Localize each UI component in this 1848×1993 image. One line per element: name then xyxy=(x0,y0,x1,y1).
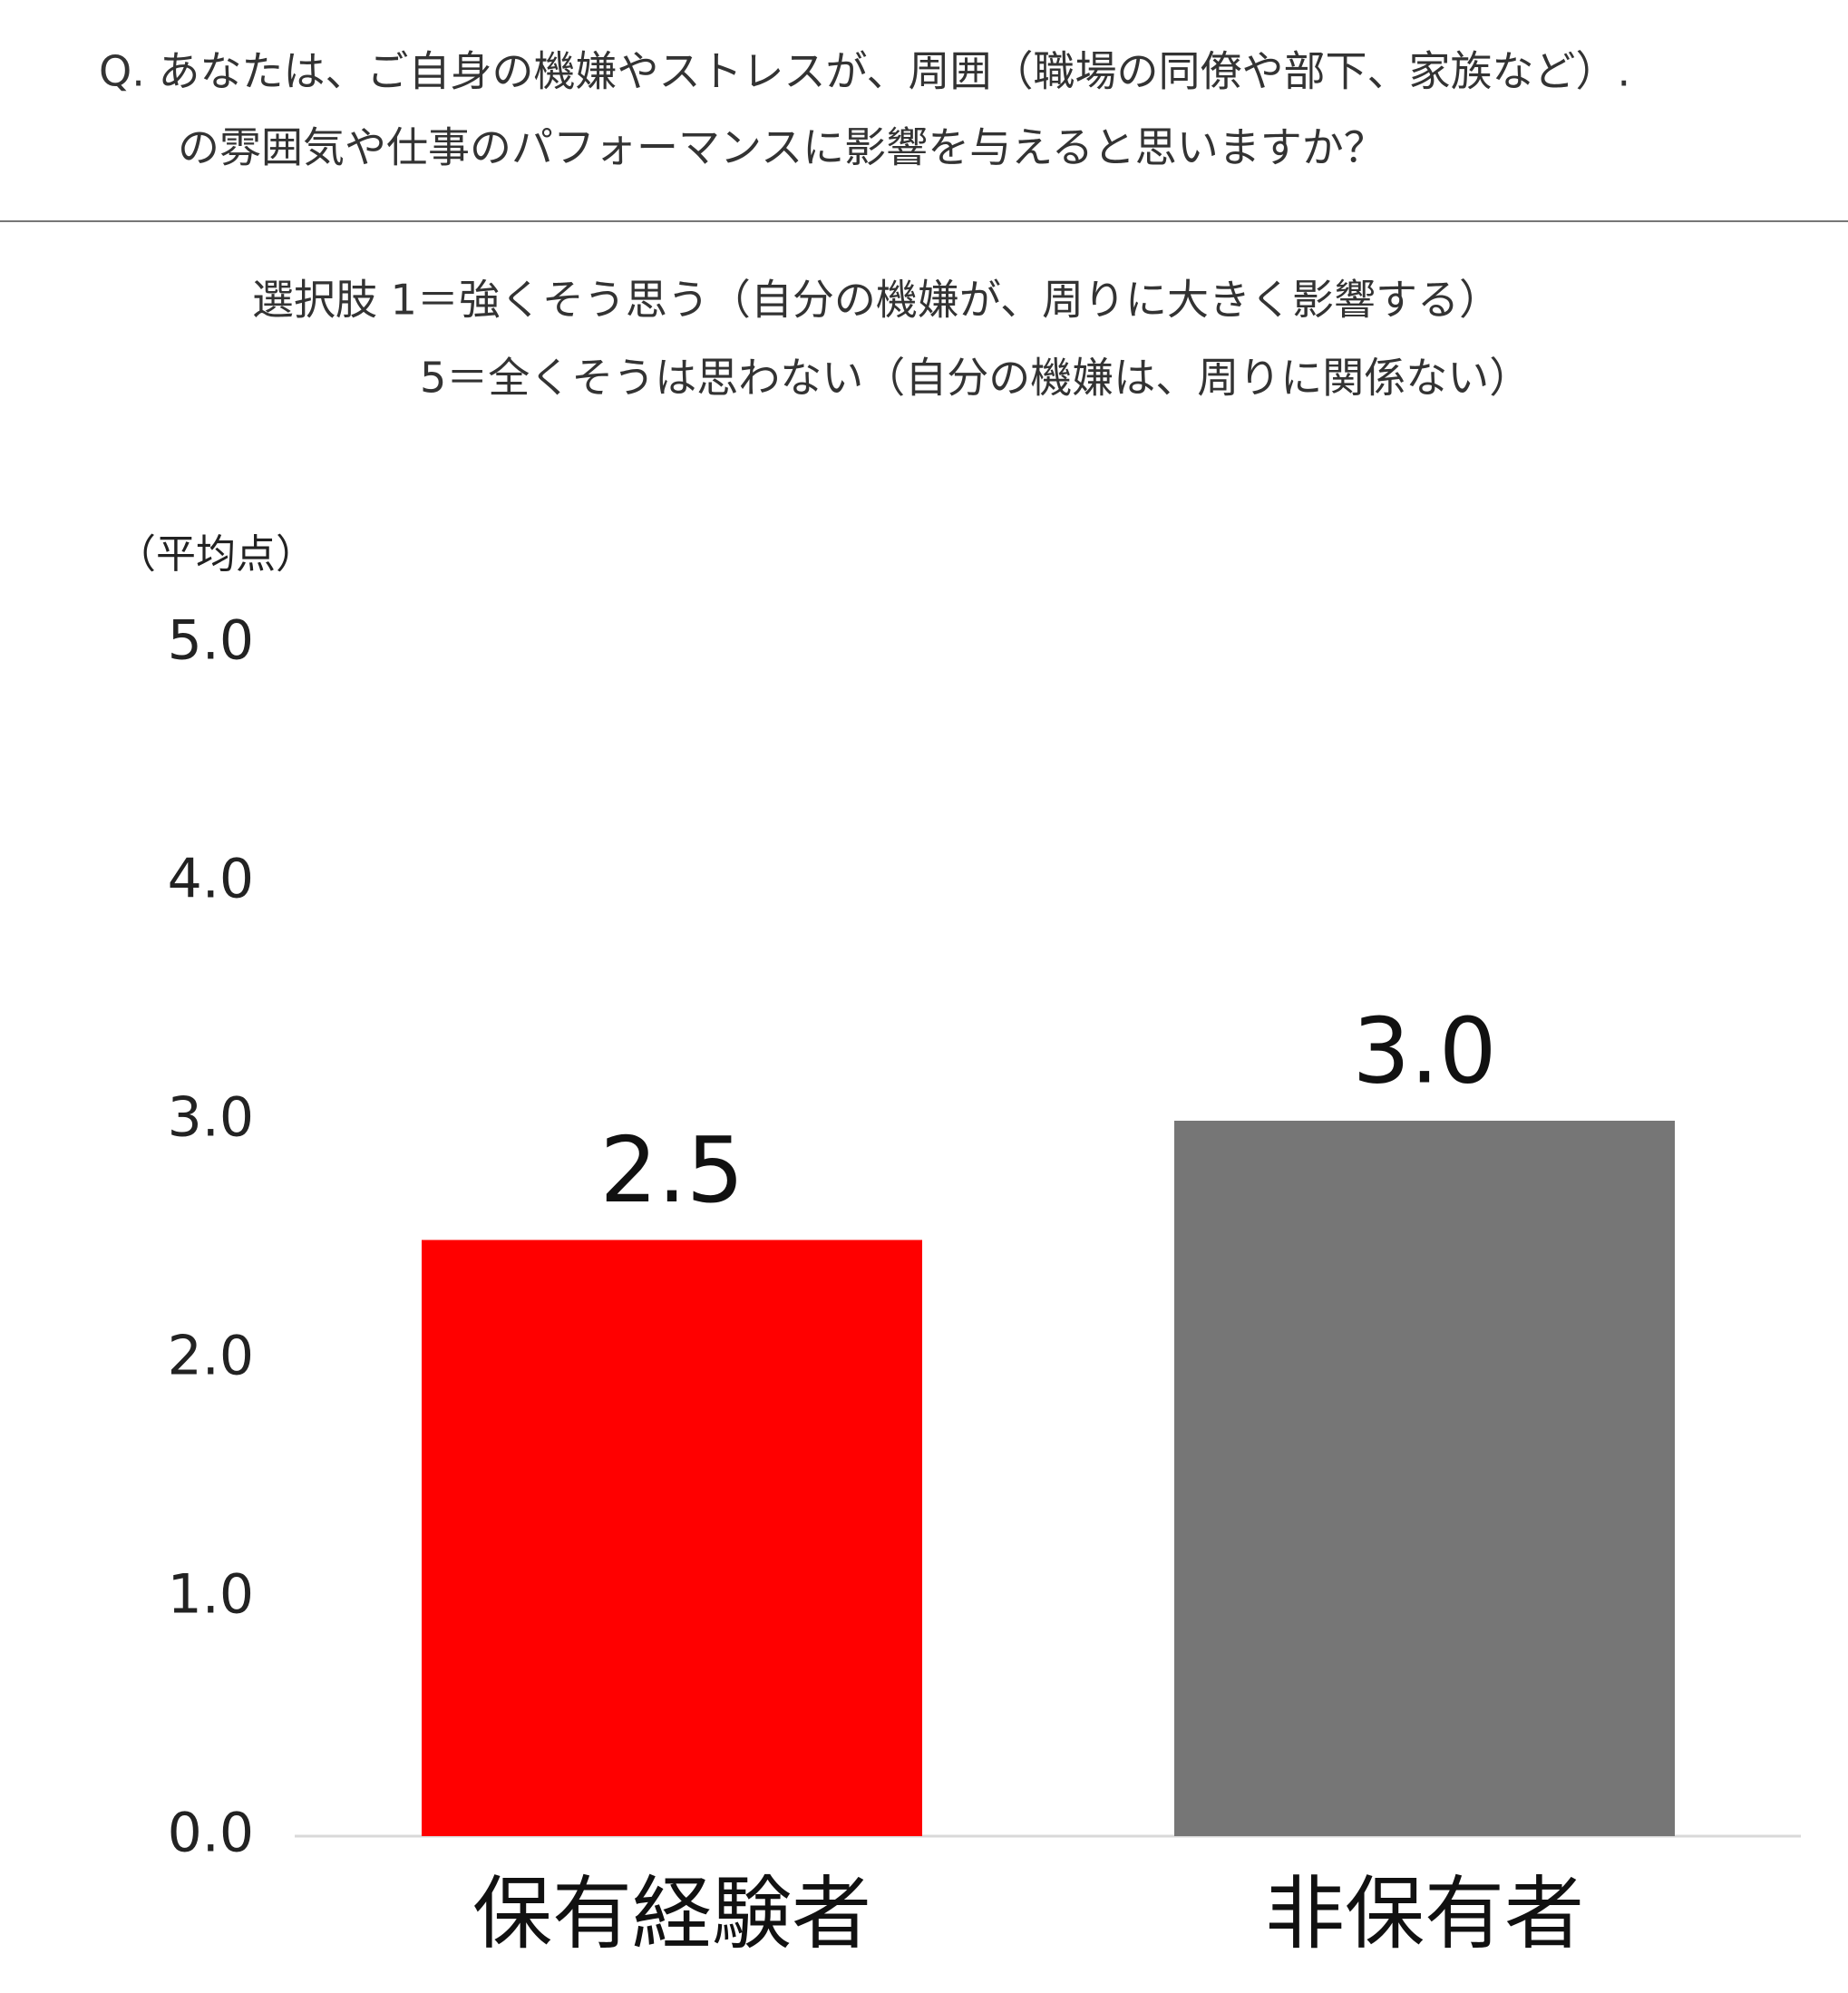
chart-title: Q. あなたは、ご自身の機嫌やストレスが、周囲（職場の同僚や部下、家族など）. xyxy=(99,47,1630,96)
y-tick-label: 1.0 xyxy=(168,1563,254,1627)
chart-title: の雰囲気や仕事のパフォーマンスに影響を与えると思いますか？ xyxy=(178,123,1386,172)
y-tick-label: 5.0 xyxy=(168,609,254,673)
y-tick-label: 4.0 xyxy=(168,848,254,911)
y-tick-label: 2.0 xyxy=(168,1325,254,1388)
y-tick-label: 3.0 xyxy=(168,1086,254,1150)
bar xyxy=(1174,1121,1675,1836)
y-axis-label: （平均点） xyxy=(116,531,316,578)
chart-subtitle: 選択肢 1＝強くそう思う（自分の機嫌が、周りに大きく影響する） xyxy=(252,276,1501,325)
chart-subtitle: 5＝全くそうは思わない（自分の機嫌は、周りに関係ない） xyxy=(420,354,1531,403)
value-label: 2.5 xyxy=(599,1117,744,1223)
y-tick-label: 0.0 xyxy=(168,1802,254,1865)
x-tick-label: 非保有者 xyxy=(1265,1867,1584,1960)
value-label: 3.0 xyxy=(1352,997,1496,1103)
x-tick-label: 保有経験者 xyxy=(472,1867,871,1960)
bar xyxy=(422,1240,922,1836)
